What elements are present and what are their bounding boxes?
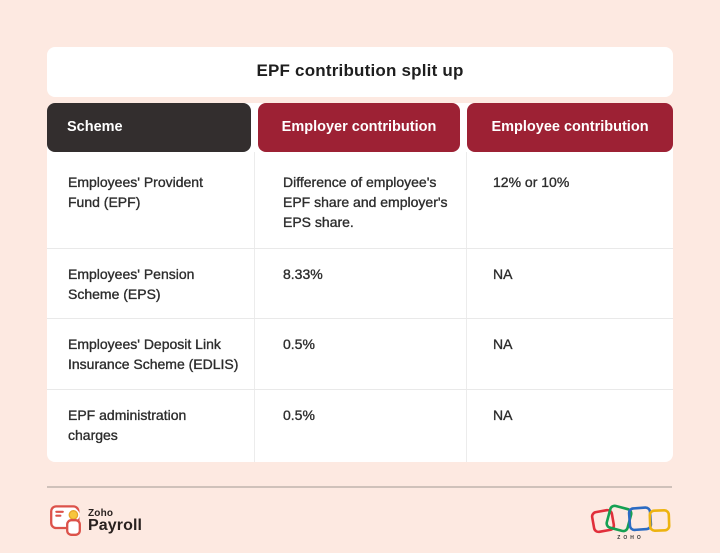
svg-text:ZOHO: ZOHO [617,535,643,541]
